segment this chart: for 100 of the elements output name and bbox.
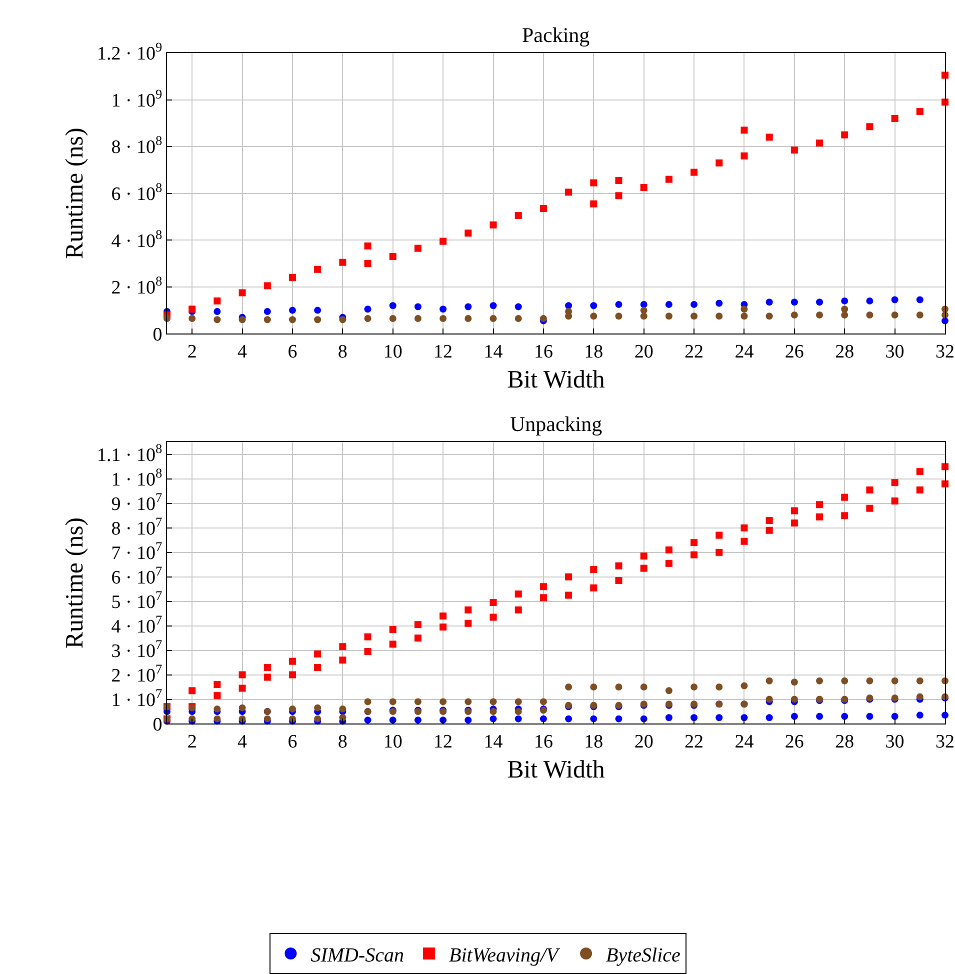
x-tick-label: 4 (238, 341, 248, 362)
y-tick-label: 6 · 10$^{7}$ (111, 564, 163, 589)
y-tick-label: 1 · 10$^{8}$ (111, 466, 163, 491)
legend-label: BitWeaving/V (449, 944, 562, 966)
point (916, 296, 924, 304)
point (740, 306, 748, 313)
point (339, 258, 346, 266)
point (565, 302, 572, 310)
point (288, 306, 296, 314)
point (841, 306, 848, 313)
point (740, 152, 748, 160)
x-tick-label: 26 (784, 341, 804, 362)
point (464, 230, 472, 237)
chart-title: Unpacking (510, 412, 603, 436)
x-tick-label: 18 (584, 732, 604, 753)
x-tick-label: 6 (288, 341, 298, 362)
point (414, 303, 422, 310)
x-tick-label: 20 (634, 732, 654, 753)
point (238, 289, 246, 296)
x-tick-label: 28 (835, 732, 854, 753)
point (866, 297, 874, 304)
point (389, 252, 396, 260)
x-tick-label: 24 (734, 732, 754, 753)
x-tick-label: 10 (383, 341, 402, 362)
point (314, 266, 322, 273)
point (590, 312, 598, 320)
point (389, 302, 396, 310)
point (740, 312, 748, 320)
point (916, 311, 924, 318)
point (916, 108, 924, 115)
point (514, 303, 522, 310)
point (590, 302, 598, 310)
x-tick-label: 26 (784, 732, 804, 753)
x-axis-title: Bit Width (507, 366, 606, 394)
point (214, 297, 221, 304)
y-tick-label: 7 · 10$^{7}$ (111, 539, 163, 564)
point (364, 314, 372, 322)
x-axis-title: Bit Width (507, 756, 606, 784)
point (514, 212, 522, 220)
point (565, 308, 572, 315)
x-tick-label: 8 (338, 341, 348, 362)
point (364, 242, 372, 250)
point (464, 314, 472, 322)
point (314, 316, 322, 324)
x-tick-label: 28 (835, 341, 854, 362)
point (490, 302, 497, 310)
x-tick-label: 2 (187, 341, 197, 362)
point (514, 314, 522, 322)
x-tick-label: 32 (936, 732, 954, 753)
x-tick-label: 16 (534, 732, 553, 753)
point (214, 308, 221, 315)
point (590, 200, 598, 208)
y-axis-title: Runtime (ns) (62, 517, 89, 649)
x-tick-label: 12 (434, 732, 453, 753)
point (464, 303, 472, 310)
x-tick-label: 14 (484, 732, 504, 753)
x-tick-label: 16 (534, 341, 553, 362)
point (565, 188, 572, 196)
chart-title: Packing (522, 23, 590, 47)
y-tick-label: 8 · 10$^{7}$ (111, 514, 163, 540)
point (891, 296, 898, 304)
point (364, 260, 372, 268)
y-tick-label: 1.2 · 10$^{9}$ (96, 40, 163, 65)
point (841, 311, 848, 318)
y-tick-label: 5 · 10$^{7}$ (111, 588, 163, 613)
x-tick-label: 8 (338, 732, 348, 753)
x-tick-label: 24 (734, 341, 754, 362)
point (264, 308, 271, 315)
x-tick-label: 12 (434, 341, 453, 362)
point (590, 179, 598, 186)
point (790, 298, 798, 306)
x-tick-label: 14 (484, 341, 504, 362)
point (766, 298, 773, 306)
y-tick-label: 0 (152, 324, 162, 346)
point (690, 300, 698, 308)
point (264, 316, 271, 324)
point (716, 312, 723, 320)
point (841, 131, 848, 138)
x-tick-label: 22 (684, 341, 704, 362)
x-tick-label: 20 (634, 341, 654, 362)
x-tick-label: 6 (288, 732, 298, 753)
point (740, 126, 748, 134)
point (414, 314, 422, 322)
point (314, 306, 322, 314)
point (615, 192, 622, 200)
y-axis-title: Runtime (ns) (62, 128, 89, 259)
point (288, 274, 296, 282)
x-tick-label: 10 (383, 732, 402, 753)
point (288, 316, 296, 324)
point (640, 312, 648, 320)
point (615, 176, 622, 184)
point (490, 221, 497, 228)
point (364, 306, 372, 313)
y-tick-label: 3 · 10$^{7}$ (111, 636, 163, 662)
point (891, 114, 898, 122)
point (665, 312, 672, 320)
point (640, 306, 648, 314)
y-tick-label: 4 · 10$^{7}$ (111, 612, 163, 638)
y-tick-label: 9 · 10$^{7}$ (111, 490, 163, 516)
point (841, 297, 848, 304)
